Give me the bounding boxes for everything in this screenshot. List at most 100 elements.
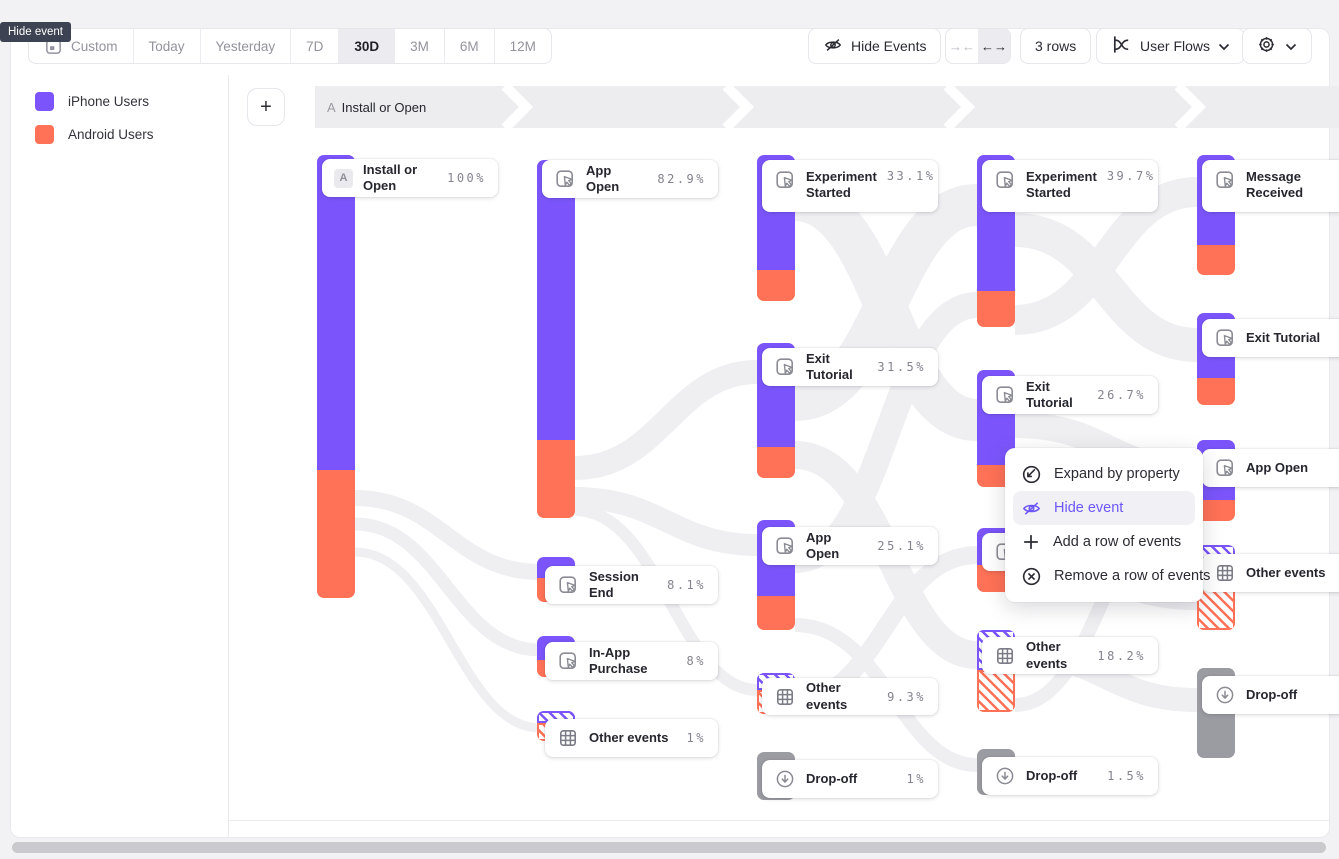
node-label: Other events [1026, 639, 1068, 671]
legend-item-android-users[interactable]: Android Users [35, 125, 154, 144]
menu-item-remove-a-row-of-events[interactable]: Remove a row of events [1013, 559, 1210, 593]
view-selector-dropdown[interactable]: User Flows [1096, 28, 1246, 64]
dropoff-icon [774, 768, 796, 790]
flow-node-card-drop-off[interactable]: Drop-off [1202, 676, 1339, 714]
date-range-7d[interactable]: 7D [290, 29, 338, 63]
flow-node-card-other-events[interactable]: Other events [1202, 554, 1339, 592]
settings-dropdown[interactable] [1242, 28, 1312, 64]
flow-node-card-exit-tutorial[interactable]: Exit Tutorial [1202, 319, 1339, 357]
add-row-icon [1021, 532, 1041, 552]
event-icon [994, 384, 1016, 406]
menu-item-expand-by-property[interactable]: Expand by property [1013, 457, 1195, 491]
date-range-today[interactable]: Today [132, 29, 200, 63]
node-label: In-App Purchase [589, 644, 648, 676]
node-label: App Open [806, 529, 840, 561]
flow-node-bar[interactable] [317, 155, 355, 598]
bar-segment-orange [1197, 500, 1235, 521]
node-percentage: 39.7% [1106, 169, 1156, 183]
flow-node-card-session-end[interactable]: Session End 8.1% [545, 566, 718, 604]
collapse-columns-button[interactable]: →← [949, 38, 975, 54]
flow-node-card-experiment-started[interactable]: Experiment Started 33.1% [762, 160, 938, 212]
legend-item-iphone-users[interactable]: iPhone Users [35, 92, 154, 111]
menu-item-add-a-row-of-events[interactable]: Add a row of events [1013, 525, 1195, 559]
flow-node-bar[interactable] [537, 160, 575, 518]
chevron-down-icon [1285, 38, 1297, 54]
node-label: Message Received [1246, 169, 1304, 201]
step-chevron-icon [501, 86, 534, 128]
node-label: Exit Tutorial [1026, 378, 1073, 410]
step-chevron-icon [722, 86, 755, 128]
other-events-icon [557, 727, 579, 749]
step-chevron-icon [1174, 86, 1207, 128]
panel-divider [228, 75, 229, 837]
date-range-label: 30D [354, 38, 380, 54]
node-label: Exit Tutorial [806, 350, 853, 382]
date-range-label: Custom [71, 38, 118, 54]
legend-label: iPhone Users [68, 94, 150, 109]
hide-events-button[interactable]: Hide Events [808, 28, 942, 64]
date-range-30d[interactable]: 30D [338, 29, 395, 63]
event-icon [774, 535, 796, 557]
rows-count-button[interactable]: 3 rows [1020, 28, 1092, 64]
flow-node-card-message-received[interactable]: Message Received [1202, 160, 1339, 212]
date-range-selector: Custom Today Yesterday 7D 30D 3M 6M 12M [28, 28, 552, 64]
node-percentage: 26.7% [1097, 388, 1146, 402]
node-label: Drop-off [806, 770, 858, 786]
node-percentage: 1% [686, 731, 706, 745]
event-icon [557, 650, 579, 672]
node-percentage: 1% [906, 772, 926, 786]
flow-node-card-app-open[interactable]: App Open 25.1% [762, 527, 938, 565]
flow-node-card-exit-tutorial[interactable]: Exit Tutorial 26.7% [982, 376, 1158, 414]
flow-node-card-other-events[interactable]: Other events 9.3% [762, 678, 938, 715]
node-percentage: 1.5% [1107, 769, 1146, 783]
menu-item-label: Hide event [1054, 500, 1124, 516]
bar-segment-orangeHatch [977, 670, 1015, 712]
date-range-label: Today [148, 38, 185, 54]
bar-segment-orange [757, 447, 795, 478]
flow-node-card-exit-tutorial[interactable]: Exit Tutorial 31.5% [762, 348, 938, 386]
flow-node-card-app-open[interactable]: App Open 82.9% [542, 160, 718, 198]
node-label: Other events [1246, 564, 1326, 580]
bar-segment-orange [317, 470, 355, 598]
flow-node-card-app-open[interactable]: App Open [1202, 449, 1339, 487]
collapse-expand-toggle: →← ←→ [945, 28, 1011, 64]
expand-columns-button[interactable]: ←→ [978, 29, 1010, 63]
bar-segment-orange [757, 596, 795, 630]
date-range-label: 3M [410, 38, 429, 54]
horizontal-scrollbar-thumb[interactable] [12, 842, 1326, 853]
event-icon [1214, 169, 1236, 191]
step-chevron-icon [943, 86, 976, 128]
flow-node-card-experiment-started[interactable]: Experiment Started 39.7% [982, 160, 1158, 212]
node-label: Drop-off [1246, 686, 1298, 702]
date-range-12m[interactable]: 12M [493, 29, 551, 63]
flow-node-card-in-app-purchase[interactable]: In-App Purchase 8% [545, 642, 718, 680]
node-label: Other events [806, 680, 848, 712]
menu-item-hide-event[interactable]: Hide event [1013, 491, 1195, 525]
event-icon [557, 574, 579, 596]
menu-item-label: Remove a row of events [1054, 568, 1211, 584]
gear-icon [1257, 35, 1276, 57]
date-range-6m[interactable]: 6M [443, 29, 494, 63]
other-events-icon [1214, 562, 1236, 584]
flow-node-card-other-events[interactable]: Other events 18.2% [982, 637, 1158, 674]
date-range-3m[interactable]: 3M [394, 29, 444, 63]
node-percentage: 18.2% [1097, 648, 1146, 663]
event-icon [774, 169, 796, 191]
bar-segment-orange [977, 291, 1015, 327]
flow-node-card-drop-off[interactable]: Drop-off 1.5% [982, 757, 1158, 795]
flow-node-card-drop-off[interactable]: Drop-off 1% [762, 760, 938, 798]
funnel-step-bar[interactable]: A Install or Open [315, 86, 1339, 128]
date-range-yesterday[interactable]: Yesterday [199, 29, 291, 63]
hide-event-tooltip: Hide event [0, 22, 71, 42]
funnel-step-label: A Install or Open [327, 99, 427, 115]
event-icon [1214, 327, 1236, 349]
add-step-button[interactable]: + [247, 88, 285, 126]
event-icon [994, 169, 1016, 191]
flow-node-card-install-or-open[interactable]: A Install or Open 100% [322, 159, 498, 197]
menu-item-label: Add a row of events [1053, 534, 1182, 550]
dropoff-icon [1214, 684, 1236, 706]
flow-node-card-other-events[interactable]: Other events 1% [545, 719, 718, 757]
node-label: Other events [589, 729, 669, 745]
node-label: Experiment Started [806, 169, 877, 201]
